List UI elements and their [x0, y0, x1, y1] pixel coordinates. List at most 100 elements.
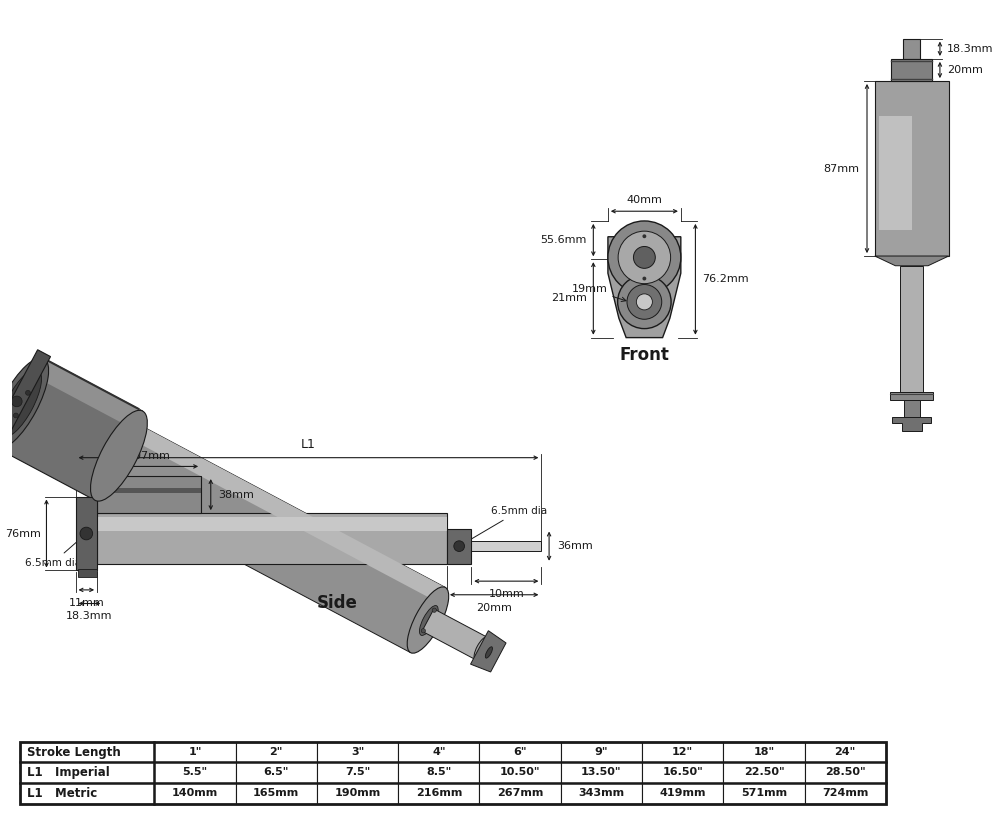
Bar: [317, 783, 398, 804]
Bar: [642, 762, 723, 783]
Text: Front: Front: [619, 346, 669, 364]
Bar: [20, 783, 154, 804]
Polygon shape: [102, 423, 445, 653]
Text: 16.50": 16.50": [662, 767, 703, 778]
Text: L1   Metric: L1 Metric: [27, 787, 97, 800]
Bar: [471, 542, 541, 551]
Text: 4": 4": [432, 747, 446, 757]
Text: 38mm: 38mm: [219, 490, 254, 500]
Text: 165mm: 165mm: [253, 788, 299, 798]
Text: 6.5mm dia: 6.5mm dia: [462, 506, 547, 544]
Circle shape: [642, 277, 646, 281]
Text: 55.6mm: 55.6mm: [540, 235, 587, 245]
Bar: [154, 742, 236, 762]
Bar: [20, 742, 154, 762]
Bar: [236, 742, 317, 762]
Bar: [447, 528, 471, 564]
Text: 6.5": 6.5": [264, 767, 289, 778]
Text: 419mm: 419mm: [659, 788, 706, 798]
Bar: [236, 762, 317, 783]
Polygon shape: [0, 350, 51, 454]
Bar: [805, 742, 886, 762]
Text: 267mm: 267mm: [497, 788, 543, 798]
Text: Stroke Length: Stroke Length: [27, 746, 121, 759]
Text: 9": 9": [595, 747, 608, 757]
Circle shape: [633, 246, 655, 268]
Bar: [154, 783, 236, 804]
Bar: [642, 783, 723, 804]
Bar: [891, 59, 932, 81]
Text: 19mm: 19mm: [571, 284, 626, 301]
Text: 76.2mm: 76.2mm: [702, 274, 749, 284]
Bar: [20, 742, 886, 804]
Bar: [805, 762, 886, 783]
Text: 21mm: 21mm: [551, 294, 587, 304]
Bar: [479, 762, 561, 783]
Text: 216mm: 216mm: [416, 788, 462, 798]
Bar: [479, 742, 561, 762]
Circle shape: [454, 541, 465, 551]
Text: 2": 2": [270, 747, 283, 757]
Polygon shape: [0, 359, 143, 500]
Bar: [561, 742, 642, 762]
Text: 107mm: 107mm: [128, 451, 170, 461]
Text: L1: L1: [301, 438, 316, 451]
Bar: [561, 783, 642, 804]
Text: 18.3mm: 18.3mm: [947, 44, 993, 53]
Polygon shape: [892, 417, 931, 431]
Text: L1   Imperial: L1 Imperial: [27, 766, 110, 779]
Bar: [903, 39, 920, 59]
Text: 87mm: 87mm: [823, 164, 859, 174]
Ellipse shape: [0, 370, 42, 437]
Bar: [398, 762, 479, 783]
Circle shape: [421, 629, 425, 633]
Text: 1": 1": [188, 747, 202, 757]
Text: 190mm: 190mm: [334, 788, 381, 798]
Bar: [97, 517, 447, 531]
Bar: [642, 742, 723, 762]
Bar: [97, 477, 201, 513]
Bar: [879, 116, 912, 230]
Text: 10mm: 10mm: [488, 589, 524, 599]
Text: 11mm: 11mm: [68, 597, 104, 607]
Bar: [890, 392, 933, 400]
Circle shape: [608, 221, 681, 294]
Text: 343mm: 343mm: [578, 788, 624, 798]
Text: 22.50": 22.50": [744, 767, 784, 778]
Bar: [904, 400, 920, 417]
Text: 40mm: 40mm: [626, 195, 662, 206]
Text: 3": 3": [351, 747, 364, 757]
Text: 140mm: 140mm: [172, 788, 218, 798]
Circle shape: [13, 413, 18, 418]
Polygon shape: [128, 423, 445, 602]
Text: 36mm: 36mm: [557, 542, 593, 551]
Bar: [723, 783, 805, 804]
Bar: [875, 81, 949, 256]
Text: 571mm: 571mm: [741, 788, 787, 798]
Text: 6.5mm dia: 6.5mm dia: [25, 536, 83, 568]
Bar: [398, 742, 479, 762]
Bar: [805, 783, 886, 804]
Text: 24": 24": [835, 747, 856, 757]
Bar: [76, 496, 97, 570]
Text: Side: Side: [317, 593, 358, 611]
Ellipse shape: [91, 411, 147, 501]
Polygon shape: [422, 609, 487, 659]
Ellipse shape: [419, 606, 438, 635]
Text: 5.5": 5.5": [182, 767, 208, 778]
Text: 18.3mm: 18.3mm: [66, 611, 113, 621]
Text: 20mm: 20mm: [947, 65, 983, 75]
Text: 10.50": 10.50": [500, 767, 540, 778]
Circle shape: [432, 608, 436, 612]
Circle shape: [11, 396, 22, 407]
Text: 76mm: 76mm: [5, 528, 41, 538]
Circle shape: [618, 231, 671, 284]
Circle shape: [642, 235, 646, 238]
Bar: [154, 762, 236, 783]
Ellipse shape: [474, 637, 488, 660]
Bar: [78, 569, 97, 577]
Text: 724mm: 724mm: [822, 788, 868, 798]
Text: 7.5": 7.5": [345, 767, 370, 778]
Bar: [900, 266, 923, 392]
Bar: [723, 762, 805, 783]
